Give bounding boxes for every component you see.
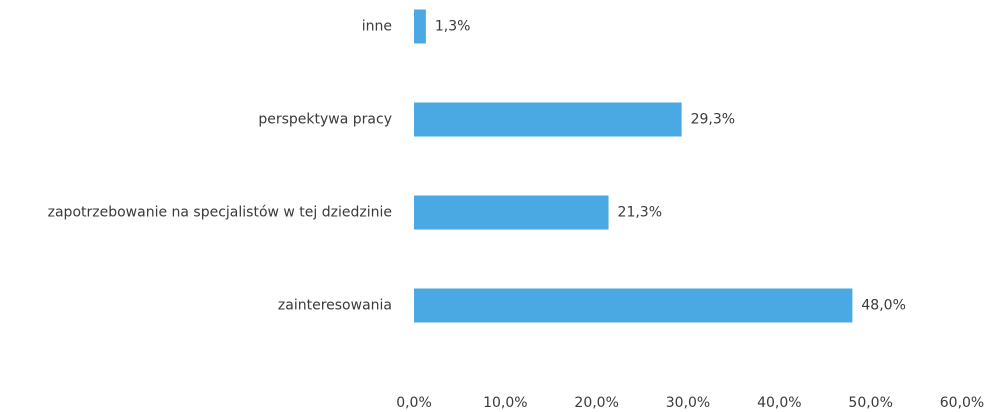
value-label: 21,3% <box>618 205 662 221</box>
y-tick-label: perspektywa pracy <box>258 112 392 128</box>
bar <box>414 9 426 44</box>
x-tick-label: 10,0% <box>483 395 527 411</box>
value-label: 1,3% <box>435 19 471 35</box>
bar <box>414 288 853 323</box>
value-label: 48,0% <box>861 298 905 314</box>
x-tick-label: 50,0% <box>848 395 892 411</box>
y-tick-label: inne <box>362 19 392 35</box>
x-tick-label: 0,0% <box>396 395 432 411</box>
x-tick-label: 40,0% <box>757 395 801 411</box>
x-tick-label: 60,0% <box>940 395 984 411</box>
y-tick-label: zapotrzebowanie na specjalistów w tej dz… <box>48 205 392 221</box>
value-label: 29,3% <box>691 112 735 128</box>
bar <box>414 102 682 137</box>
x-tick-label: 30,0% <box>666 395 710 411</box>
x-tick-label: 20,0% <box>574 395 618 411</box>
y-tick-label: zainteresowania <box>278 298 392 314</box>
bar <box>414 195 609 230</box>
